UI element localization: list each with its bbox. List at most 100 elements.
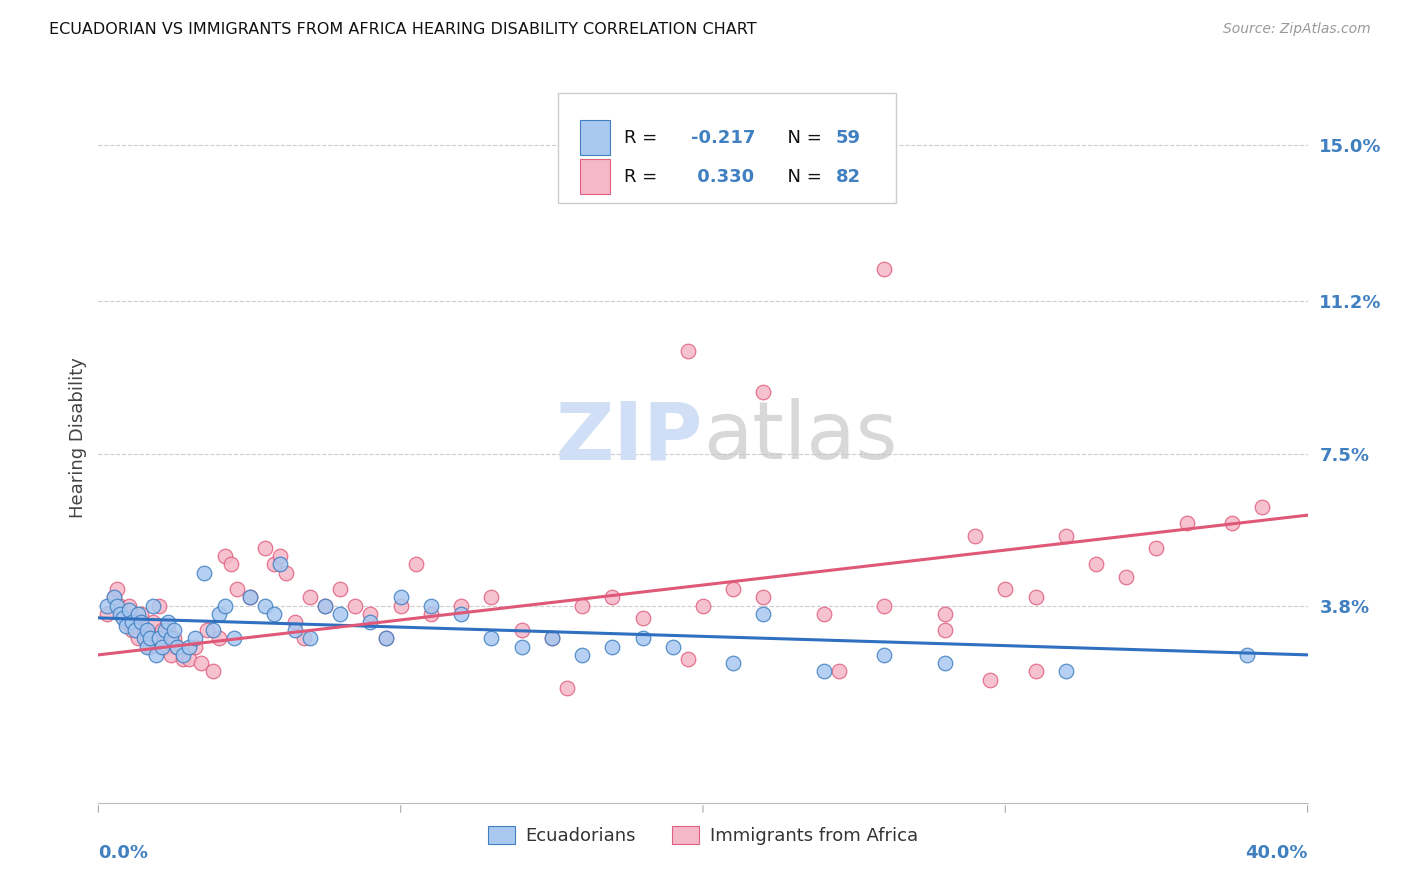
- Point: [172, 652, 194, 666]
- Point: [132, 632, 155, 646]
- Bar: [579, 120, 610, 155]
- Point: [150, 624, 173, 638]
- Point: [1024, 665, 1046, 679]
- Point: [172, 648, 194, 662]
- Point: [1175, 516, 1198, 531]
- Point: [163, 624, 186, 638]
- Text: ECUADORIAN VS IMMIGRANTS FROM AFRICA HEARING DISABILITY CORRELATION CHART: ECUADORIAN VS IMMIGRANTS FROM AFRICA HEA…: [49, 22, 756, 37]
- Point: [160, 648, 183, 662]
- Point: [389, 591, 412, 605]
- Point: [96, 599, 118, 613]
- Point: [150, 640, 173, 654]
- Text: N =: N =: [776, 168, 827, 186]
- Point: [163, 632, 186, 646]
- Point: [226, 582, 249, 596]
- Point: [142, 599, 165, 613]
- Point: [269, 558, 291, 572]
- Point: [873, 599, 896, 613]
- Point: [344, 599, 367, 613]
- Point: [752, 591, 775, 605]
- Point: [111, 611, 134, 625]
- Point: [555, 681, 578, 695]
- Point: [118, 599, 141, 613]
- Point: [269, 549, 291, 564]
- Point: [813, 665, 835, 679]
- Point: [139, 632, 162, 646]
- Text: -0.217: -0.217: [690, 129, 755, 147]
- Point: [135, 640, 157, 654]
- Point: [405, 558, 427, 572]
- Point: [239, 591, 262, 605]
- Point: [239, 591, 262, 605]
- Point: [510, 624, 533, 638]
- Point: [135, 624, 157, 638]
- Point: [292, 632, 315, 646]
- Point: [692, 599, 714, 613]
- Point: [813, 607, 835, 621]
- Point: [190, 656, 212, 670]
- Point: [661, 640, 683, 654]
- Point: [571, 599, 593, 613]
- Y-axis label: Hearing Disability: Hearing Disability: [69, 357, 87, 517]
- Point: [135, 632, 157, 646]
- Point: [224, 632, 246, 646]
- Point: [314, 599, 336, 613]
- Point: [114, 615, 136, 629]
- Point: [979, 673, 1001, 687]
- Point: [374, 632, 396, 646]
- Point: [148, 632, 170, 646]
- Point: [965, 529, 987, 543]
- Point: [202, 665, 225, 679]
- Point: [160, 632, 183, 646]
- Point: [314, 599, 336, 613]
- Point: [103, 591, 125, 605]
- Point: [360, 615, 382, 629]
- Point: [208, 632, 231, 646]
- Point: [676, 652, 699, 666]
- Point: [156, 624, 179, 638]
- Point: [1054, 665, 1077, 679]
- Point: [156, 615, 179, 629]
- Point: [139, 640, 162, 654]
- Point: [193, 566, 215, 580]
- FancyBboxPatch shape: [558, 94, 897, 203]
- Point: [389, 599, 412, 613]
- Point: [148, 599, 170, 613]
- Point: [329, 607, 352, 621]
- Point: [127, 632, 149, 646]
- Point: [828, 665, 851, 679]
- Point: [118, 602, 141, 616]
- Point: [873, 261, 896, 276]
- Point: [166, 640, 188, 654]
- Text: 59: 59: [837, 129, 860, 147]
- Point: [108, 607, 131, 621]
- Point: [299, 591, 322, 605]
- Point: [221, 558, 243, 572]
- Point: [723, 582, 745, 596]
- Point: [873, 648, 896, 662]
- Point: [253, 541, 276, 555]
- Point: [752, 384, 775, 399]
- Point: [934, 607, 956, 621]
- Point: [179, 652, 201, 666]
- Point: [1024, 591, 1046, 605]
- Point: [571, 648, 593, 662]
- Point: [179, 640, 201, 654]
- Point: [360, 607, 382, 621]
- Point: [602, 591, 624, 605]
- Text: ZIP: ZIP: [555, 398, 703, 476]
- Point: [1236, 648, 1258, 662]
- Point: [214, 549, 236, 564]
- Text: 82: 82: [837, 168, 860, 186]
- Point: [108, 599, 131, 613]
- Point: [263, 607, 285, 621]
- Point: [752, 607, 775, 621]
- Point: [284, 624, 307, 638]
- Point: [142, 615, 165, 629]
- Point: [121, 615, 143, 629]
- Point: [127, 607, 149, 621]
- Point: [124, 611, 146, 625]
- Point: [129, 615, 152, 629]
- Text: 0.330: 0.330: [690, 168, 754, 186]
- Point: [284, 615, 307, 629]
